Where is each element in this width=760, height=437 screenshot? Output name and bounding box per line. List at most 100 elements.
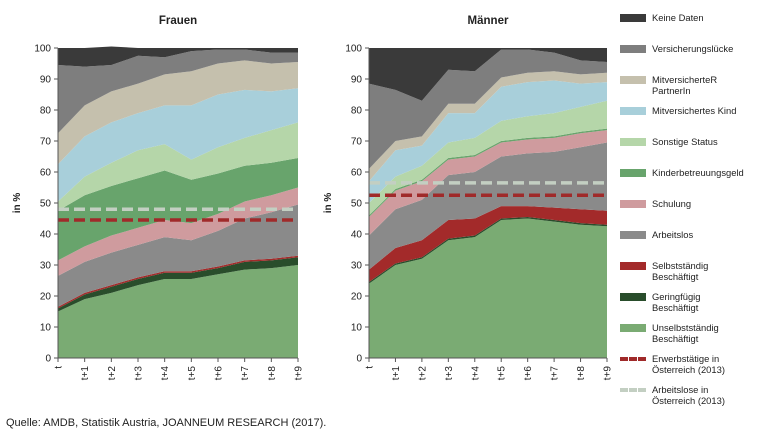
y-tick-label-frauen-3: 30 [40, 261, 52, 272]
legend-label-4: Sonstige Status [652, 136, 718, 147]
area-maenner-0 [369, 218, 607, 358]
area-maenner-10 [369, 48, 607, 101]
x-tick-label-maenner-0: t [365, 366, 376, 369]
y-tick-label-maenner-0: 0 [356, 354, 362, 365]
x-tick-label-frauen-7: t+7 [240, 366, 251, 381]
y-tick-label-maenner-7: 70 [351, 137, 363, 148]
y-tick-label-frauen-8: 80 [40, 106, 52, 117]
legend-item-0: Keine Daten [620, 12, 756, 23]
legend-item-5: Kinderbetreuungsgeld [620, 167, 756, 178]
legend-swatch-7 [620, 231, 646, 239]
legend-item-8: Selbstständig Beschäftigt [620, 260, 756, 282]
area-frauen-1 [58, 257, 298, 312]
x-tick-label-frauen-6: t+6 [214, 366, 225, 381]
y-tick-label-maenner-6: 60 [351, 168, 363, 179]
y-tick-label-frauen-0: 0 [45, 354, 51, 365]
legend-swatch-1 [620, 45, 646, 53]
legend-swatch-5 [620, 169, 646, 177]
y-axis-label-maenner: in % [323, 193, 334, 214]
legend-item-12: Arbeitslose in Österreich (2013) [620, 384, 756, 406]
area-frauen-7 [58, 88, 298, 202]
legend-label-0: Keine Daten [652, 12, 704, 23]
area-frauen-3 [58, 204, 298, 307]
y-tick-label-maenner-5: 50 [351, 199, 363, 210]
area-frauen-6 [58, 122, 298, 211]
panel-title-frauen: Frauen [159, 15, 197, 27]
legend-item-4: Sonstige Status [620, 136, 756, 147]
legend-swatch-9 [620, 293, 646, 301]
legend-swatch-0 [620, 14, 646, 22]
y-tick-label-frauen-2: 20 [40, 292, 52, 303]
area-frauen-0 [58, 265, 298, 358]
y-tick-label-frauen-5: 50 [40, 199, 52, 210]
area-maenner-4 [369, 130, 607, 236]
y-tick-label-maenner-1: 10 [351, 323, 363, 334]
y-tick-label-maenner-8: 80 [351, 106, 363, 117]
legend-item-3: Mitversichertes Kind [620, 105, 756, 116]
y-tick-label-frauen-7: 70 [40, 137, 52, 148]
legend-swatch-6 [620, 200, 646, 208]
y-tick-label-maenner-4: 40 [351, 230, 363, 241]
legend-label-12: Arbeitslose in Österreich (2013) [652, 384, 725, 406]
area-maenner-9 [369, 49, 607, 169]
legend-swatch-10 [620, 324, 646, 332]
x-tick-label-maenner-4: t+4 [470, 366, 481, 381]
panel-frauen: Frauen 0 10 20 30 40 50 60 70 80 90 100 t t+1 t+2 t+3 t+… [12, 15, 305, 380]
y-tick-label-maenner-3: 30 [351, 261, 363, 272]
x-tick-label-maenner-6: t+6 [523, 366, 534, 381]
area-maenner-8 [369, 71, 607, 182]
y-tick-label-maenner-2: 20 [351, 292, 363, 303]
area-maenner-1 [369, 216, 607, 284]
legend-swatch-3 [620, 107, 646, 115]
area-maenner-6 [369, 100, 607, 216]
legend-label-2: MitversicherteR PartnerIn [652, 74, 718, 96]
panel-maenner: Männer 0 10 20 30 40 50 60 70 80 90 100 t t+1 t+2 t+3 t+… [323, 15, 614, 380]
legend-label-1: Versicherungslücke [652, 43, 734, 54]
x-tick-label-frauen-9: t+9 [294, 366, 305, 381]
legend-label-5: Kinderbetreuungsgeld [652, 167, 744, 178]
legend-label-7: Arbeitslos [652, 229, 694, 240]
x-tick-label-maenner-3: t+3 [444, 366, 455, 381]
x-tick-label-frauen-1: t+1 [80, 366, 91, 381]
area-frauen-10 [58, 46, 298, 67]
legend-item-1: Versicherungslücke [620, 43, 756, 54]
x-tick-label-maenner-2: t+2 [417, 366, 428, 381]
x-tick-label-maenner-1: t+1 [391, 366, 402, 381]
area-frauen-9 [58, 49, 298, 134]
y-tick-label-maenner-10: 100 [345, 44, 362, 55]
y-tick-label-frauen-1: 10 [40, 323, 52, 334]
source-note: Quelle: AMDB, Statistik Austria, JOANNEU… [6, 417, 327, 429]
x-tick-label-maenner-7: t+7 [550, 366, 561, 381]
legend-label-6: Schulung [652, 198, 692, 209]
area-maenner-3 [369, 142, 607, 270]
legend-item-9: Geringfügig Beschäftigt [620, 291, 756, 313]
x-tick-label-maenner-5: t+5 [497, 366, 508, 381]
x-tick-label-maenner-9: t+9 [603, 366, 614, 381]
x-tick-label-frauen-0: t [54, 366, 65, 369]
legend-item-2: MitversicherteR PartnerIn [620, 74, 756, 96]
legend-label-9: Geringfügig Beschäftigt [652, 291, 701, 313]
legend-item-6: Schulung [620, 198, 756, 209]
legend-swatch-12 [620, 388, 646, 392]
y-tick-label-frauen-9: 90 [40, 75, 52, 86]
x-tick-label-maenner-8: t+8 [576, 366, 587, 381]
legend-item-7: Arbeitslos [620, 229, 756, 240]
legend-swatch-2 [620, 76, 646, 84]
legend-swatch-4 [620, 138, 646, 146]
y-axis-label-frauen: in % [12, 193, 23, 214]
legend-label-11: Erwerbstätige in Österreich (2013) [652, 353, 725, 375]
x-tick-label-frauen-4: t+4 [160, 366, 171, 381]
legend-item-11: Erwerbstätige in Österreich (2013) [620, 353, 756, 375]
x-tick-label-frauen-3: t+3 [134, 366, 145, 381]
legend-item-10: Unselbstständig Beschäftigt [620, 322, 756, 344]
legend-label-10: Unselbstständig Beschäftigt [652, 322, 719, 344]
legend-swatch-11 [620, 357, 646, 361]
area-frauen-8 [58, 60, 298, 165]
panel-title-maenner: Männer [468, 15, 509, 27]
x-tick-label-frauen-2: t+2 [107, 366, 118, 381]
y-tick-label-maenner-9: 90 [351, 75, 363, 86]
x-tick-label-frauen-5: t+5 [187, 366, 198, 381]
legend-label-3: Mitversichertes Kind [652, 105, 737, 116]
area-maenner-2 [369, 206, 607, 283]
